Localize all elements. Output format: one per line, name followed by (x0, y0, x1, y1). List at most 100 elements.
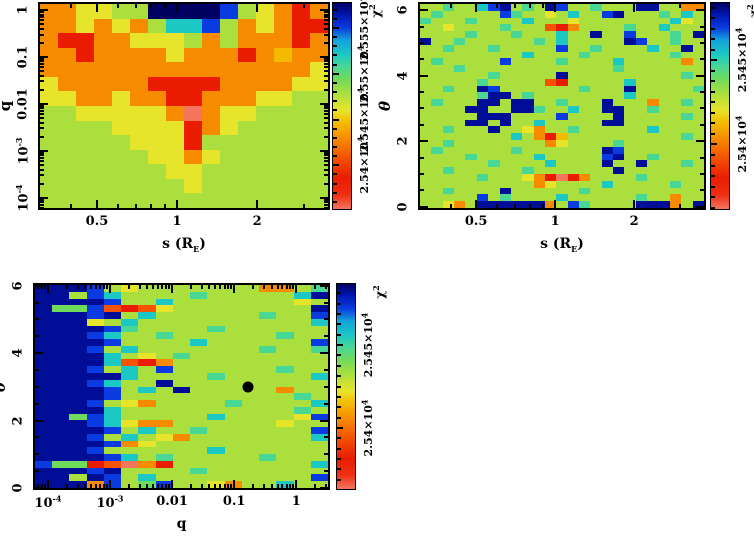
tick-mark (40, 105, 44, 108)
heatmap-cell (259, 332, 277, 340)
heatmap-cell (635, 24, 648, 32)
heatmap-cell (465, 167, 477, 174)
heatmap-cell (292, 62, 310, 77)
heatmap-cell (220, 120, 238, 136)
heatmap-cell (259, 339, 277, 346)
heatmap-cell (276, 285, 294, 292)
tick-mark (333, 145, 337, 148)
tick-mark (95, 285, 98, 289)
heatmap-cell (259, 312, 277, 319)
tick-mark (337, 333, 341, 336)
heatmap-cell (465, 126, 477, 134)
tick-mark (44, 285, 47, 289)
heatmap-cell (692, 31, 704, 38)
tick-mark (46, 480, 49, 488)
heatmap-cell (86, 372, 104, 380)
heatmap-cell (533, 92, 545, 100)
heatmap-cell (613, 126, 625, 134)
heatmap-cell (202, 47, 220, 63)
heatmap-cell (112, 18, 130, 34)
heatmap-cell (567, 10, 580, 18)
tick-mark (40, 149, 48, 152)
heatmap-cell (190, 379, 208, 387)
heatmap-cell (647, 160, 659, 168)
heatmap-cell (256, 91, 274, 106)
heatmap-cell (190, 393, 208, 401)
tick-mark (333, 36, 337, 39)
heatmap-cell (442, 146, 455, 154)
tick-mark (95, 200, 98, 208)
heatmap-cell (624, 72, 636, 79)
tick-mark (324, 204, 328, 207)
tick-mark (171, 285, 174, 293)
heatmap-cell (488, 51, 500, 59)
heatmap-cell (692, 167, 704, 174)
heatmap-cell (310, 18, 328, 34)
heatmap-cell (276, 447, 294, 455)
heatmap-cell (69, 312, 87, 319)
heatmap-cell (510, 106, 523, 113)
tick-mark (513, 4, 516, 8)
heatmap-cell (465, 58, 477, 66)
heatmap-cell (510, 112, 523, 120)
tick-mark (70, 4, 73, 8)
heatmap-cell (293, 447, 311, 455)
heatmap-cell (613, 85, 625, 93)
tick-mark (324, 207, 328, 210)
heatmap-cell (112, 33, 130, 48)
heatmap-cell (465, 160, 477, 168)
heatmap-cell (256, 18, 274, 34)
heatmap-cell (86, 298, 104, 306)
heatmap-cell (579, 65, 591, 72)
heatmap-cell (69, 406, 87, 414)
heatmap-cell (138, 427, 156, 434)
heatmap-cell (310, 359, 328, 367)
heatmap-cell (590, 24, 602, 32)
heatmap-cell (259, 352, 277, 360)
heatmap-cell (112, 62, 130, 77)
tick-mark (76, 285, 79, 289)
heatmap-cell (69, 420, 87, 428)
heatmap-cell (454, 99, 466, 106)
heatmap-cell (601, 194, 614, 202)
heatmap-cell (220, 135, 238, 150)
heatmap-cell (103, 474, 122, 482)
heatmap-cell (567, 112, 580, 120)
heatmap-cell (431, 38, 443, 45)
heatmap-cell (669, 174, 682, 181)
heatmap-cell (310, 285, 328, 292)
heatmap-cell (476, 65, 489, 72)
tick-mark (233, 480, 236, 488)
heatmap-cell (52, 427, 70, 434)
heatmap-cell (601, 65, 614, 72)
tick-mark (324, 58, 328, 61)
heatmap-cell (499, 38, 511, 45)
heatmap-cell (94, 76, 112, 92)
heatmap-cell (544, 160, 557, 168)
heatmap-cell (454, 51, 466, 59)
heatmap-cell (52, 440, 70, 448)
tick-mark (200, 285, 203, 289)
heatmap-cell (624, 92, 636, 100)
heatmap-cell (442, 4, 455, 11)
heatmap-cell (69, 305, 87, 313)
heatmap-cell (681, 78, 693, 86)
heatmap-cell (274, 193, 292, 208)
heatmap-cell (669, 146, 682, 154)
heatmap-cell (292, 47, 310, 63)
heatmap-cell (533, 160, 545, 168)
plot-area-s-theta (418, 2, 706, 210)
heatmap-cell (454, 4, 466, 11)
heatmap-cell (681, 4, 693, 11)
heatmap-cell (647, 167, 659, 174)
heatmap-cell (556, 4, 568, 11)
heatmap-cell (207, 406, 225, 414)
heatmap-cell (86, 305, 104, 313)
tick-mark (285, 285, 288, 289)
heatmap-cell (544, 92, 557, 100)
heatmap-cell (207, 413, 225, 421)
heatmap-cell (510, 38, 523, 45)
heatmap-cell (476, 126, 489, 134)
heatmap-cell (465, 99, 477, 106)
heatmap-cell (522, 119, 534, 127)
